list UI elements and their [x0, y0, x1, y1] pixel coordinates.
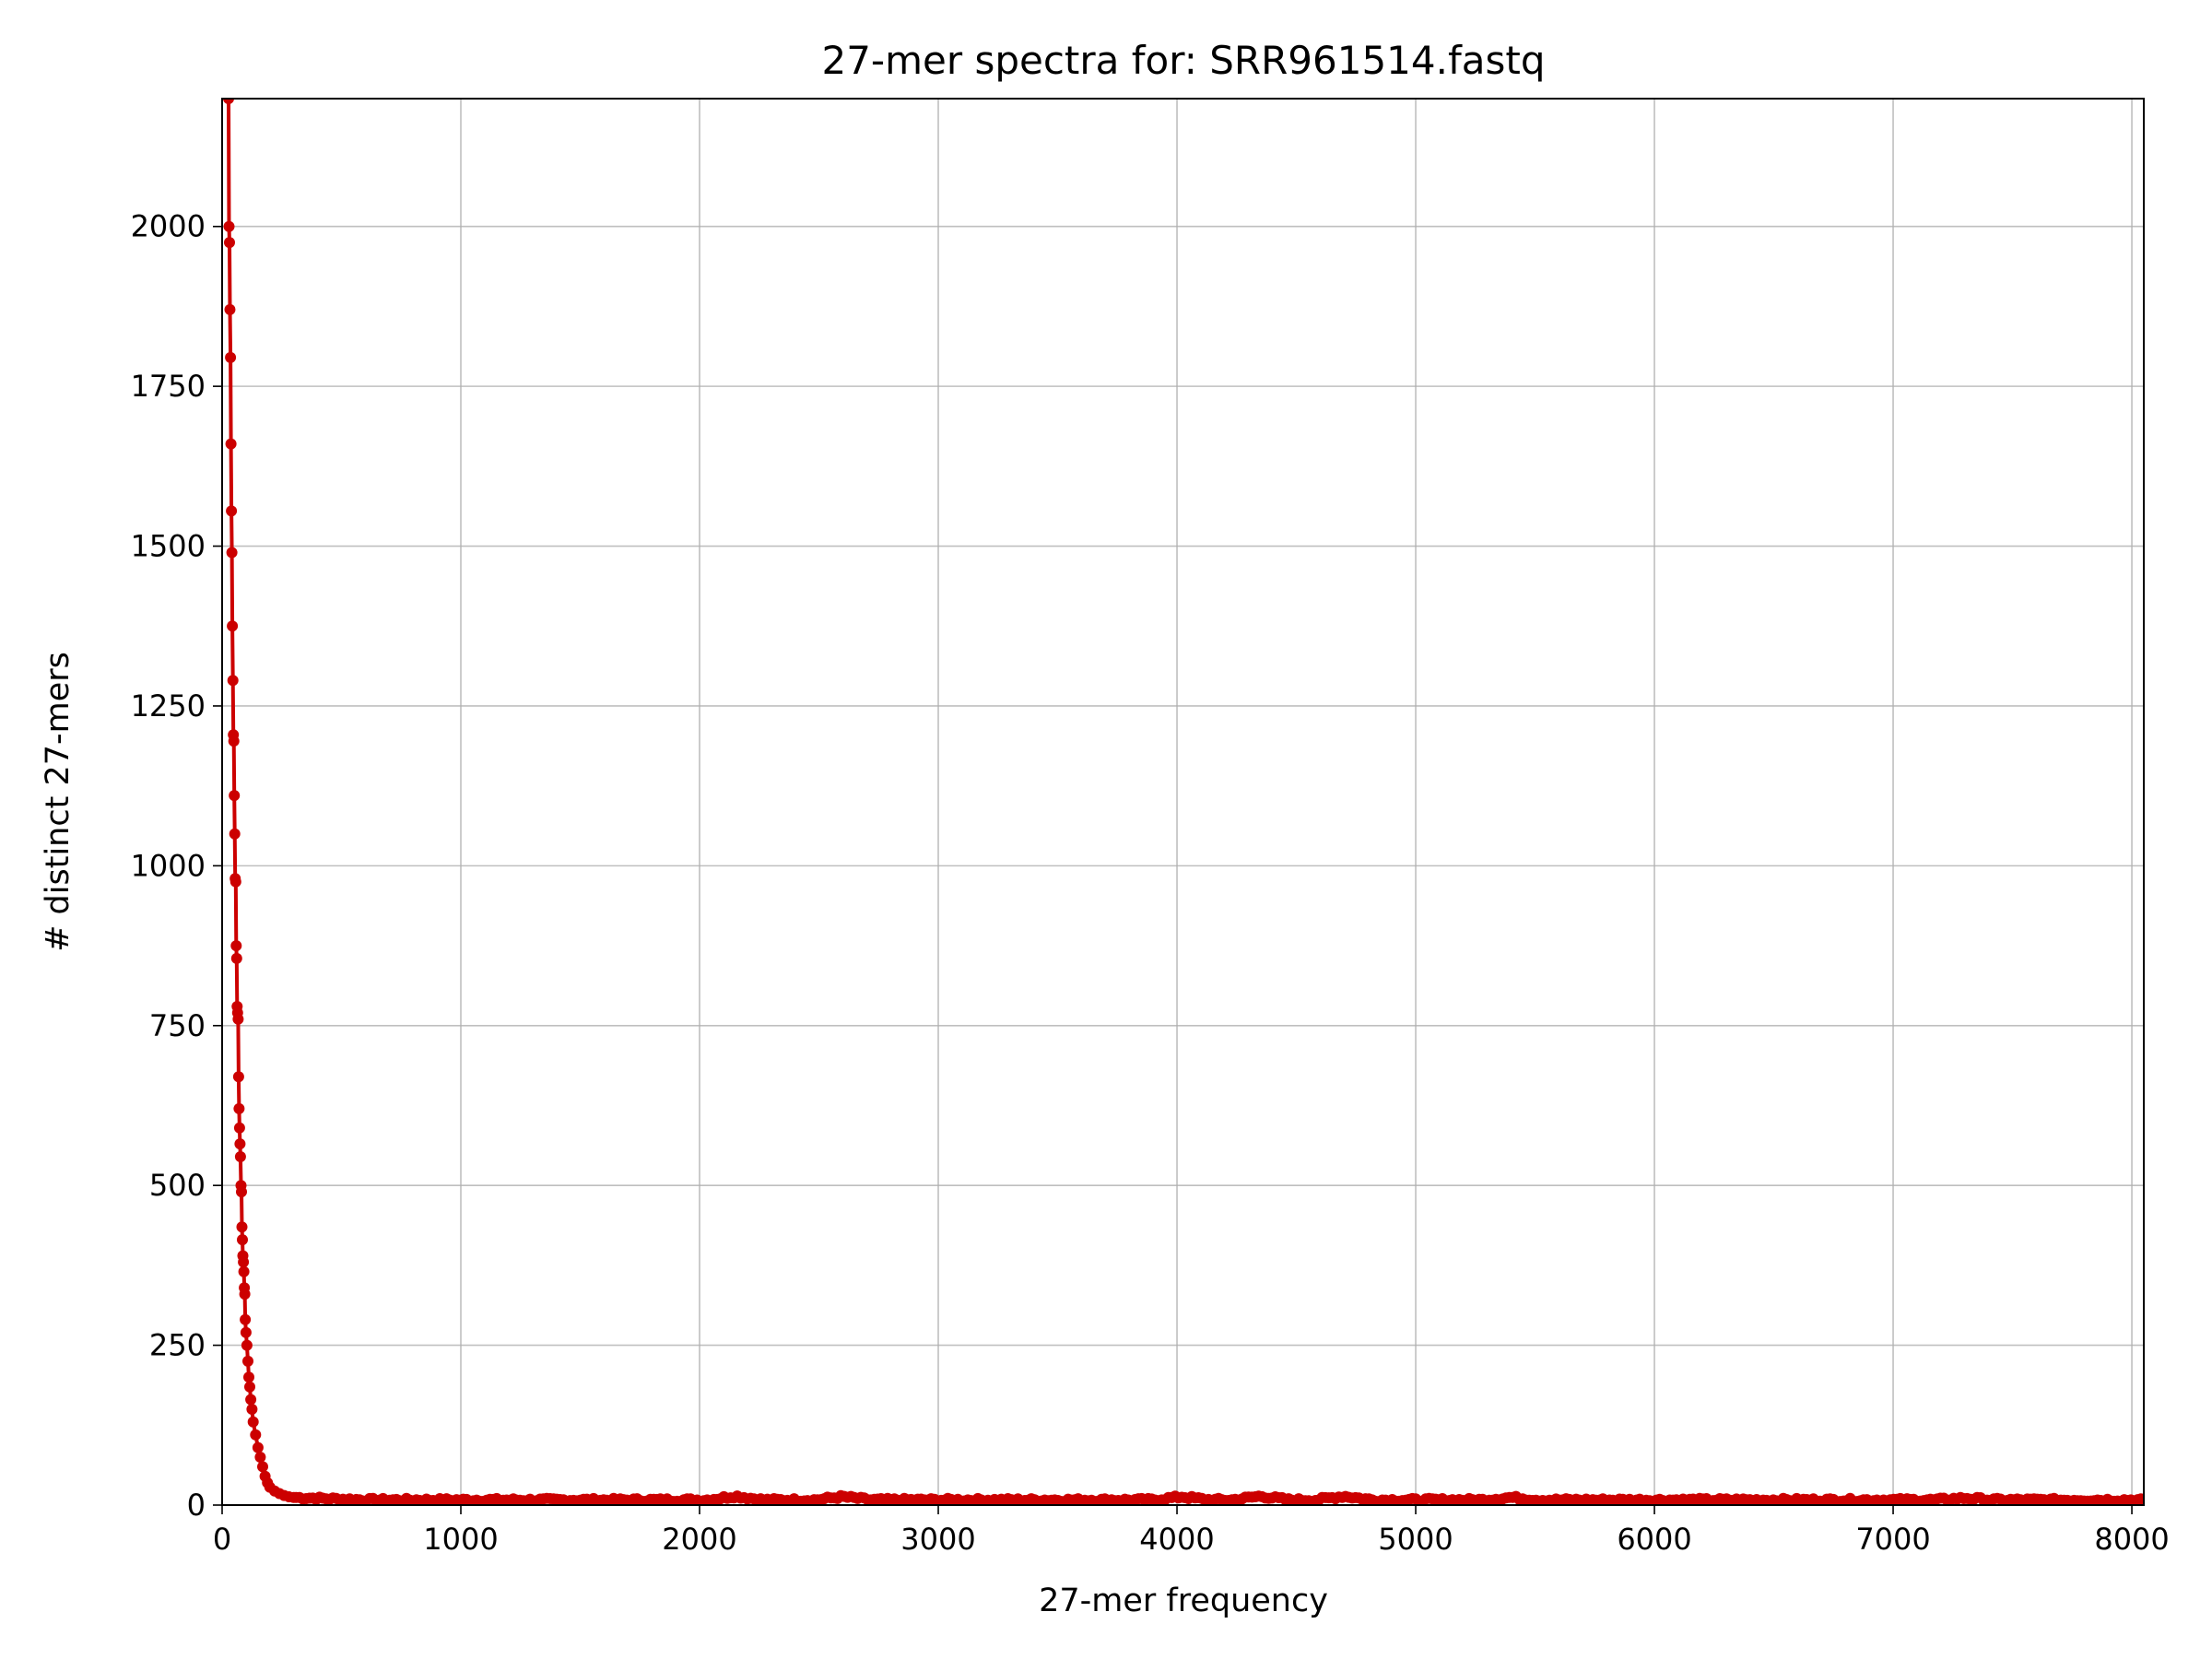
data-point	[240, 1313, 252, 1325]
data-point	[224, 237, 235, 249]
x-tick-label: 8000	[2094, 1522, 2169, 1557]
data-point	[257, 1461, 268, 1473]
data-point	[223, 220, 235, 232]
data-point	[239, 1288, 251, 1300]
y-axis-ticks: 0 250 500 750 1000 1250 1500 1750 2000	[131, 209, 222, 1523]
grid	[221, 99, 2144, 1506]
data-point	[228, 735, 240, 747]
axes-frame	[221, 98, 2145, 1506]
x-axis-label: 27-mer frequency	[1039, 1583, 1328, 1619]
x-tick-label: 5000	[1378, 1522, 1453, 1557]
y-tick-label: 0	[187, 1488, 206, 1523]
data-point	[246, 1404, 258, 1415]
data-point	[241, 1339, 253, 1351]
data-point	[238, 1265, 250, 1277]
y-tick-label: 1500	[131, 529, 206, 564]
y-tick-label: 1000	[131, 848, 206, 883]
data-point	[242, 1355, 253, 1367]
data-point	[230, 940, 242, 952]
data-point	[250, 1429, 262, 1441]
data-point	[227, 675, 239, 687]
data-point	[238, 1256, 250, 1268]
data-point	[226, 547, 238, 559]
data-point	[225, 438, 237, 450]
x-tick-label: 7000	[1855, 1522, 1930, 1557]
y-tick-label: 750	[149, 1008, 206, 1043]
x-tick-label: 3000	[900, 1522, 975, 1557]
data-point	[229, 828, 241, 840]
data-point	[224, 303, 236, 315]
data-point	[227, 620, 239, 632]
data-point	[234, 1151, 246, 1162]
data-point	[223, 99, 234, 104]
y-axis-label: # distinct 27-mers	[40, 652, 76, 952]
data-point	[2135, 1493, 2144, 1505]
data-point	[230, 952, 242, 964]
data-point	[229, 790, 241, 802]
x-tick-label: 6000	[1617, 1522, 1691, 1557]
data-point	[232, 1071, 244, 1083]
data-point	[233, 1102, 245, 1114]
data-point	[254, 1452, 266, 1463]
chart-title: 27-mer spectra for: SRR961514.fastq	[821, 38, 1545, 83]
data-point	[236, 1186, 247, 1198]
data-point	[252, 1441, 264, 1453]
data-point	[233, 1122, 245, 1134]
y-tick-label: 2000	[131, 209, 206, 244]
data-point	[236, 1221, 248, 1233]
data-point	[226, 505, 238, 517]
data-point	[234, 1138, 246, 1150]
data-point	[244, 1381, 255, 1393]
y-tick-label: 250	[149, 1328, 206, 1363]
x-axis-ticks: 0 1000 2000 3000 4000 5000 6000 7000 8000	[213, 1505, 2170, 1557]
y-tick-label: 500	[149, 1168, 206, 1203]
data-point	[240, 1326, 252, 1338]
x-tick-label: 4000	[1139, 1522, 1214, 1557]
x-tick-label: 0	[213, 1522, 231, 1557]
y-tick-label: 1750	[131, 369, 206, 404]
data-series	[223, 99, 2144, 1505]
data-point	[237, 1234, 248, 1246]
x-tick-label: 1000	[423, 1522, 498, 1557]
data-point	[229, 876, 241, 888]
y-tick-label: 1250	[131, 688, 206, 724]
data-point	[243, 1371, 254, 1383]
x-tick-label: 2000	[662, 1522, 736, 1557]
data-point	[247, 1416, 259, 1428]
data-point	[225, 351, 237, 363]
data-point	[232, 1013, 244, 1025]
data-point	[245, 1394, 257, 1406]
